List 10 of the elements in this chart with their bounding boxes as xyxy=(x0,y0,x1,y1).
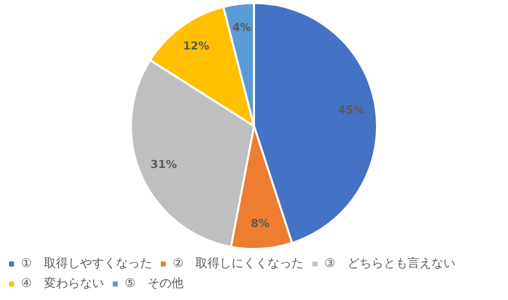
legend-label: ② 取得しにくくなった xyxy=(172,256,304,270)
legend-label: ③ どちらとも言えない xyxy=(324,256,456,270)
legend-label: ① 取得しやすくなった xyxy=(21,256,152,270)
data-label: 31% xyxy=(150,158,177,171)
data-label: 12% xyxy=(182,39,210,52)
legend-label: ④ 変わらない xyxy=(21,276,104,290)
data-label: 8% xyxy=(250,217,270,230)
legend-label: ⑤ その他 xyxy=(124,276,184,290)
data-label: 4% xyxy=(232,21,252,34)
data-label: 45% xyxy=(338,103,364,116)
